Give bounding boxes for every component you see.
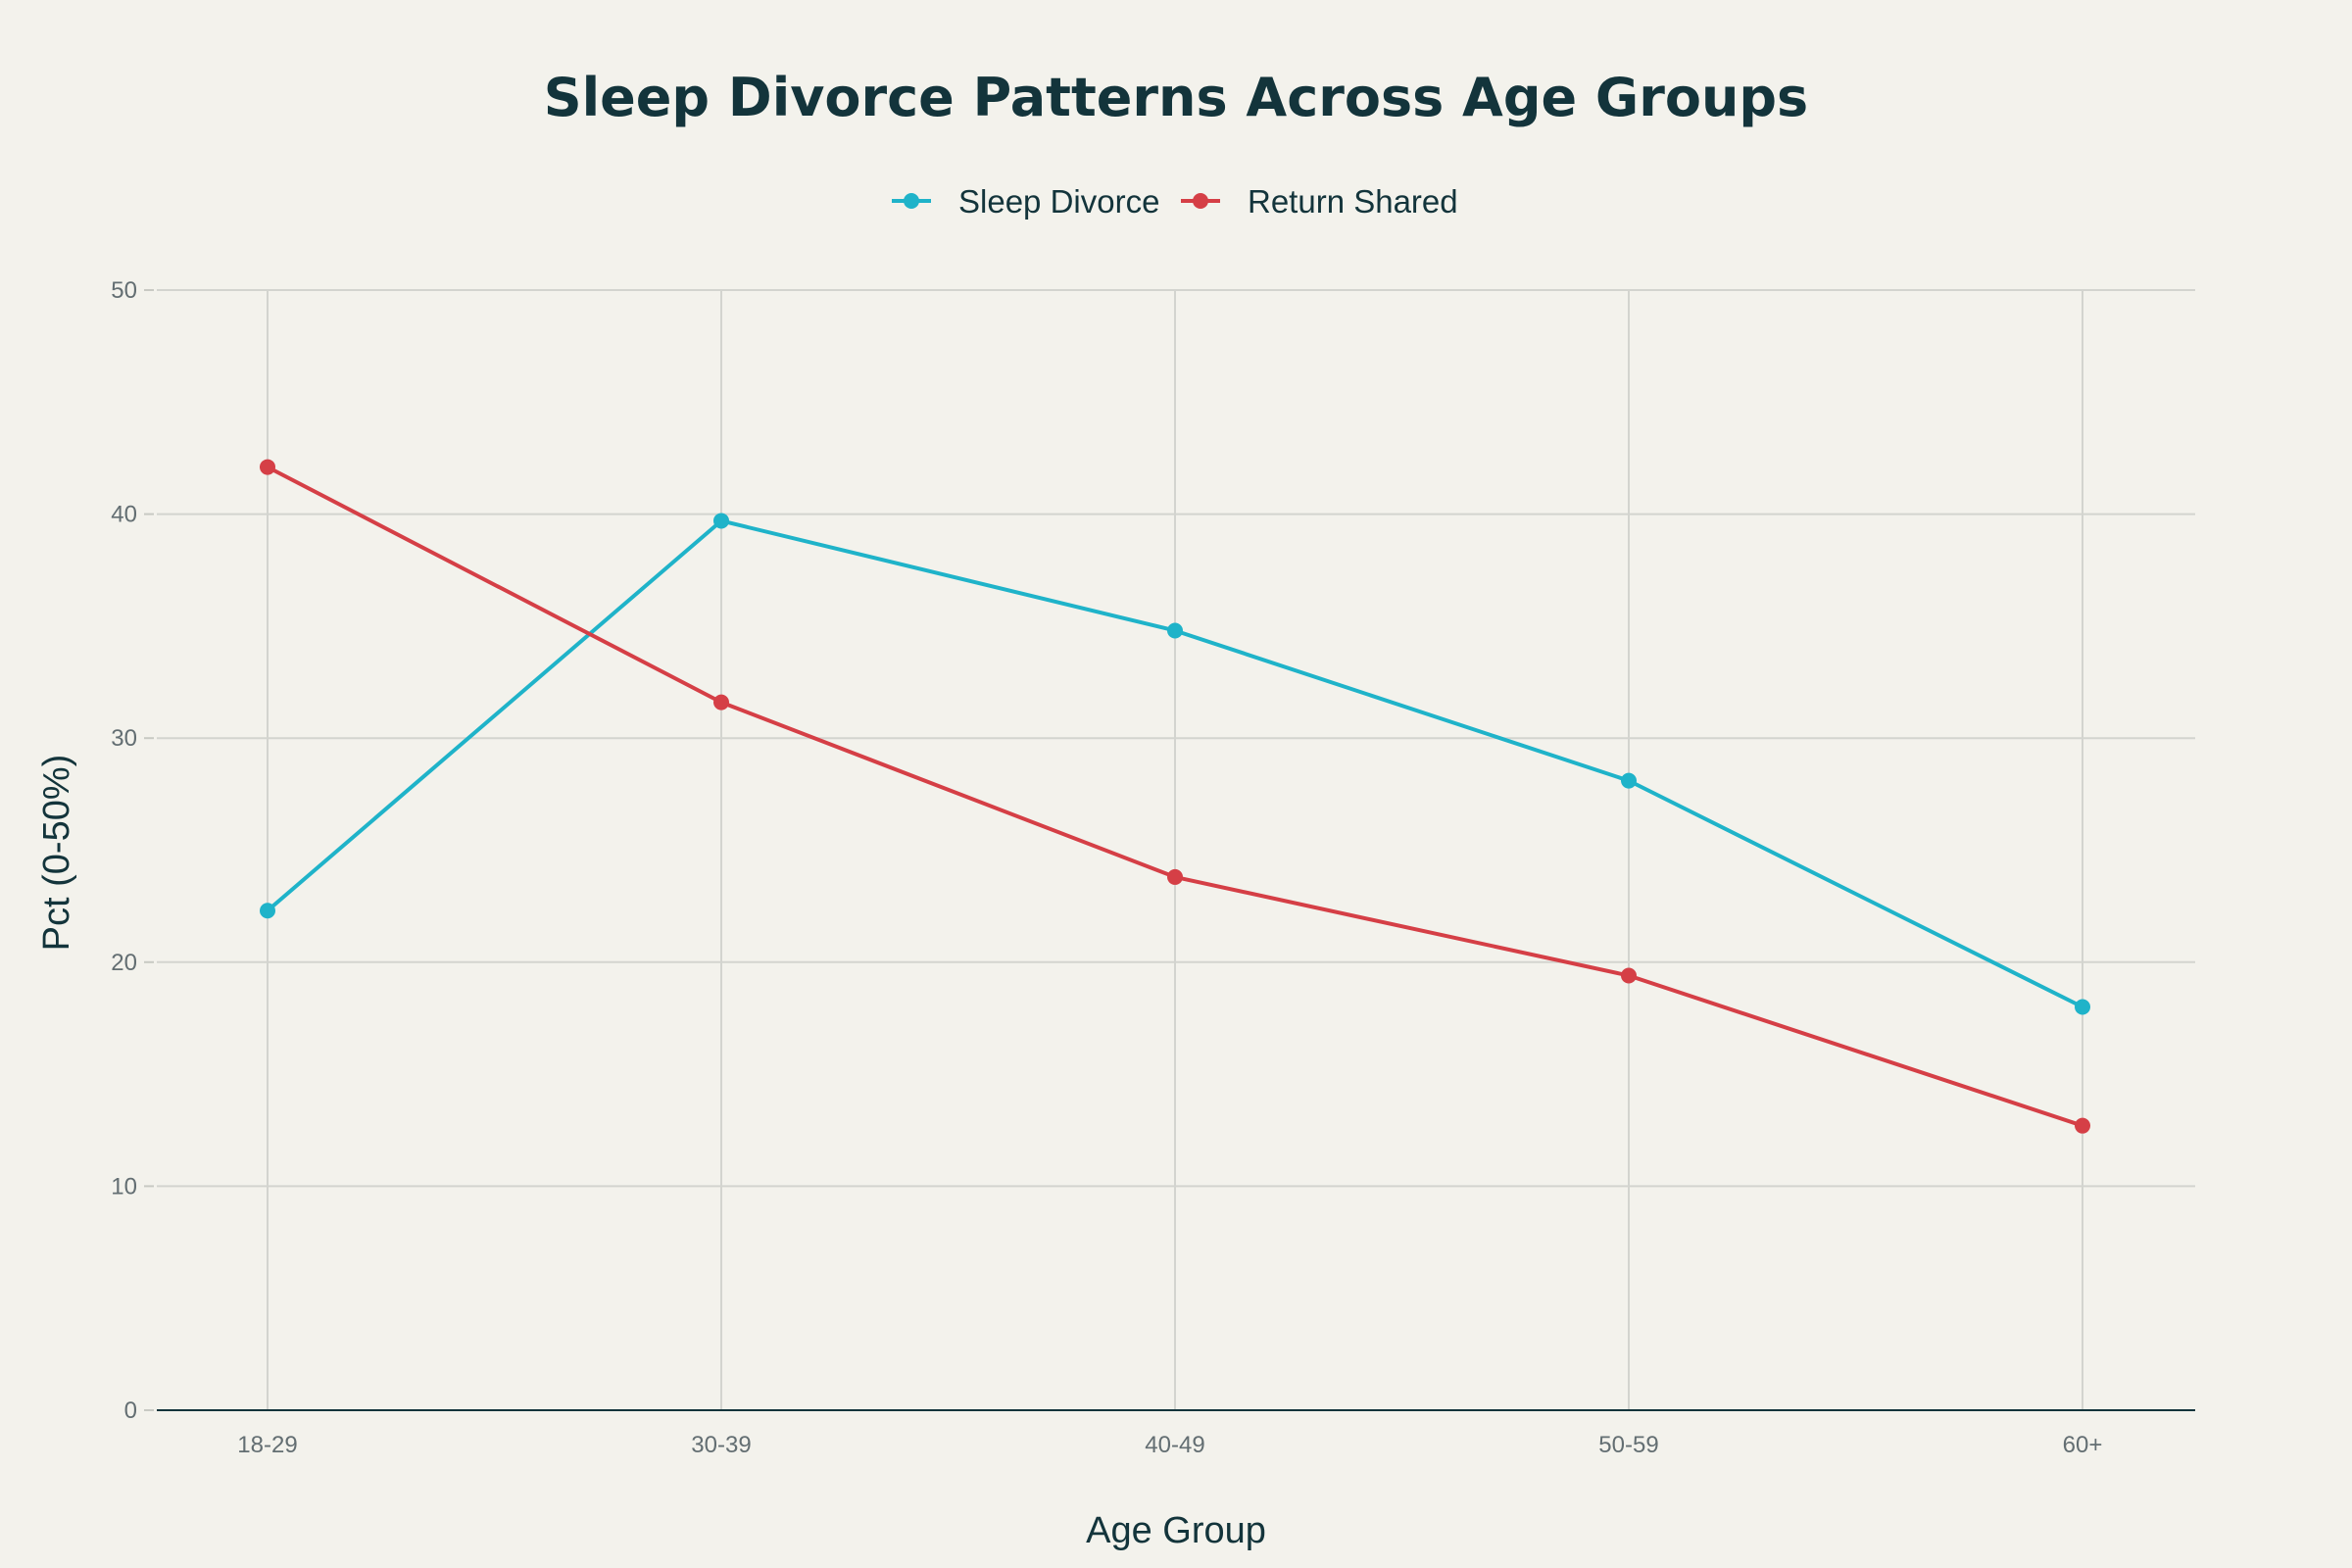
- data-point-return-shared[interactable]: [2075, 1117, 2090, 1134]
- y-tick-label: 10: [111, 1173, 137, 1200]
- legend-swatch-marker: [904, 193, 919, 209]
- legend: Sleep Divorce Return Shared: [892, 183, 1458, 220]
- y-axis-ticks: 0 10 20 30 40 50: [111, 277, 137, 1424]
- data-point-sleep-divorce[interactable]: [1621, 772, 1637, 789]
- data-point-sleep-divorce[interactable]: [2075, 999, 2090, 1015]
- y-tick-label: 50: [111, 277, 137, 304]
- x-axis-ticks: 18-29 30-39 40-49 50-59 60+: [237, 1432, 2102, 1458]
- chart-title: Sleep Divorce Patterns Across Age Groups: [544, 67, 1808, 128]
- x-tick-label: 50-59: [1598, 1432, 1658, 1458]
- series-return-shared: [260, 459, 2090, 1134]
- legend-swatch-marker: [1193, 193, 1208, 209]
- y-tick-label: 40: [111, 502, 137, 528]
- data-point-return-shared[interactable]: [1167, 868, 1183, 885]
- legend-label: Sleep Divorce: [958, 183, 1159, 220]
- series-sleep-divorce: [260, 513, 2090, 1015]
- y-tick-label: 20: [111, 950, 137, 976]
- x-tick-label: 60+: [2063, 1432, 2103, 1458]
- x-axis-title: Age Group: [1086, 1510, 1266, 1551]
- y-tick-label: 30: [111, 725, 137, 752]
- y-tick-label: 0: [124, 1397, 137, 1424]
- data-point-return-shared[interactable]: [713, 694, 729, 710]
- x-tick-label: 30-39: [691, 1432, 751, 1458]
- series-layer: [260, 459, 2090, 1134]
- data-point-return-shared[interactable]: [260, 459, 275, 475]
- legend-label: Return Shared: [1248, 183, 1458, 220]
- data-point-return-shared[interactable]: [1621, 967, 1637, 984]
- data-point-sleep-divorce[interactable]: [1167, 622, 1183, 639]
- data-point-sleep-divorce[interactable]: [260, 903, 275, 919]
- x-tick-label: 18-29: [237, 1432, 297, 1458]
- legend-item-return-shared[interactable]: Return Shared: [1181, 183, 1458, 220]
- data-point-sleep-divorce[interactable]: [713, 513, 729, 529]
- x-tick-label: 40-49: [1145, 1432, 1204, 1458]
- x-gridlines: [267, 290, 2083, 1410]
- y-gridlines: [144, 289, 2195, 1411]
- y-axis-title: Pct (0-50%): [36, 755, 77, 952]
- legend-item-sleep-divorce[interactable]: Sleep Divorce: [892, 183, 1159, 220]
